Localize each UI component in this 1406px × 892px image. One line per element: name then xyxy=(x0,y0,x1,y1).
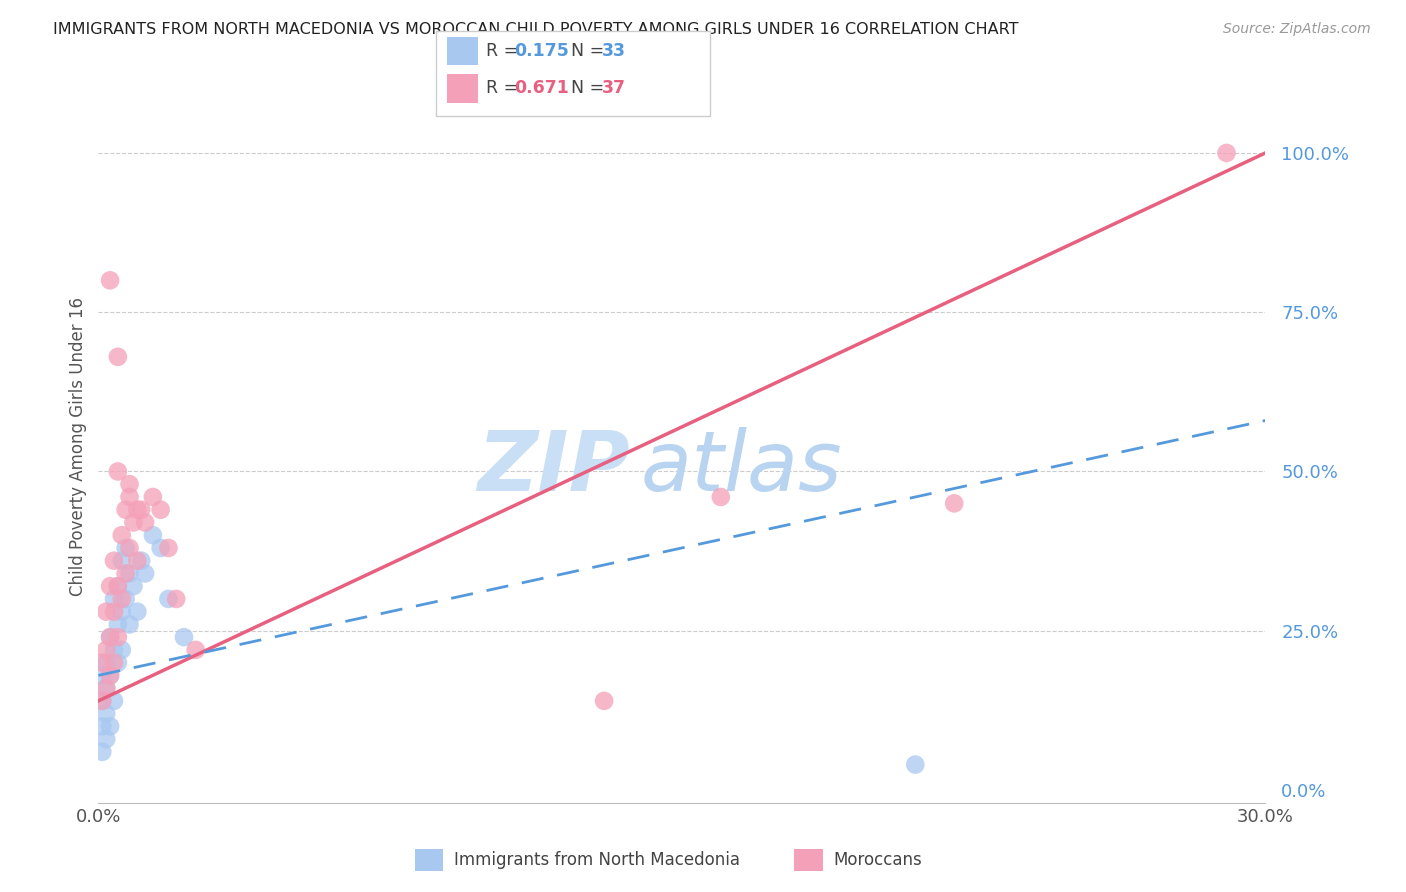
Point xyxy=(127,605,149,619)
Point xyxy=(127,502,149,516)
Point xyxy=(91,656,114,670)
Point xyxy=(98,630,121,644)
Text: R =: R = xyxy=(486,42,524,60)
Point xyxy=(91,694,114,708)
Point xyxy=(149,541,172,555)
Point xyxy=(142,528,165,542)
Point xyxy=(111,554,134,568)
Point xyxy=(107,617,129,632)
Text: 0.671: 0.671 xyxy=(515,79,569,97)
Point xyxy=(127,554,149,568)
Point xyxy=(103,643,125,657)
Point xyxy=(98,719,121,733)
Point xyxy=(142,490,165,504)
Text: 0.175: 0.175 xyxy=(515,42,569,60)
Point xyxy=(91,745,114,759)
Point xyxy=(91,668,114,682)
Point xyxy=(710,490,733,504)
Point xyxy=(111,605,134,619)
Text: R =: R = xyxy=(486,79,524,97)
Point xyxy=(91,719,114,733)
Text: atlas: atlas xyxy=(641,427,842,508)
Point xyxy=(98,579,121,593)
Point xyxy=(118,477,141,491)
Text: Source: ZipAtlas.com: Source: ZipAtlas.com xyxy=(1223,22,1371,37)
Point xyxy=(114,502,136,516)
Point xyxy=(129,502,152,516)
Point xyxy=(173,630,195,644)
Point xyxy=(96,681,118,695)
Point xyxy=(107,656,129,670)
Y-axis label: Child Poverty Among Girls Under 16: Child Poverty Among Girls Under 16 xyxy=(69,296,87,596)
Point xyxy=(184,643,207,657)
Point xyxy=(134,566,156,581)
Point xyxy=(149,502,172,516)
Point xyxy=(107,465,129,479)
Text: ZIP: ZIP xyxy=(477,427,630,508)
Point xyxy=(118,490,141,504)
Point xyxy=(107,630,129,644)
Text: 37: 37 xyxy=(602,79,626,97)
Text: Moroccans: Moroccans xyxy=(834,851,922,869)
Point xyxy=(96,643,118,657)
Point xyxy=(122,579,145,593)
Point xyxy=(118,566,141,581)
Point xyxy=(114,591,136,606)
Point xyxy=(134,516,156,530)
Point xyxy=(157,541,180,555)
Text: IMMIGRANTS FROM NORTH MACEDONIA VS MOROCCAN CHILD POVERTY AMONG GIRLS UNDER 16 C: IMMIGRANTS FROM NORTH MACEDONIA VS MOROC… xyxy=(53,22,1019,37)
Point xyxy=(111,591,134,606)
Point xyxy=(157,591,180,606)
Point xyxy=(114,541,136,555)
Point xyxy=(103,554,125,568)
Point xyxy=(96,706,118,721)
Point xyxy=(96,681,118,695)
Text: 33: 33 xyxy=(602,42,626,60)
Point xyxy=(107,579,129,593)
Point xyxy=(107,579,129,593)
Point xyxy=(98,668,121,682)
Text: Immigrants from North Macedonia: Immigrants from North Macedonia xyxy=(454,851,740,869)
Text: N =: N = xyxy=(560,42,609,60)
Point xyxy=(98,668,121,682)
Point xyxy=(111,528,134,542)
Point xyxy=(111,643,134,657)
Text: N =: N = xyxy=(560,79,609,97)
Point xyxy=(103,605,125,619)
Point xyxy=(96,656,118,670)
Point xyxy=(91,694,114,708)
Point xyxy=(118,541,141,555)
Point xyxy=(129,554,152,568)
Point xyxy=(118,617,141,632)
Point xyxy=(98,630,121,644)
Point xyxy=(96,732,118,747)
Point xyxy=(103,656,125,670)
Point xyxy=(943,496,966,510)
Point xyxy=(103,591,125,606)
Point xyxy=(107,350,129,364)
Point xyxy=(98,273,121,287)
Point xyxy=(904,757,927,772)
Point xyxy=(114,566,136,581)
Point xyxy=(1215,145,1237,160)
Point xyxy=(122,516,145,530)
Point xyxy=(593,694,616,708)
Point xyxy=(165,591,187,606)
Point xyxy=(103,694,125,708)
Point xyxy=(96,605,118,619)
